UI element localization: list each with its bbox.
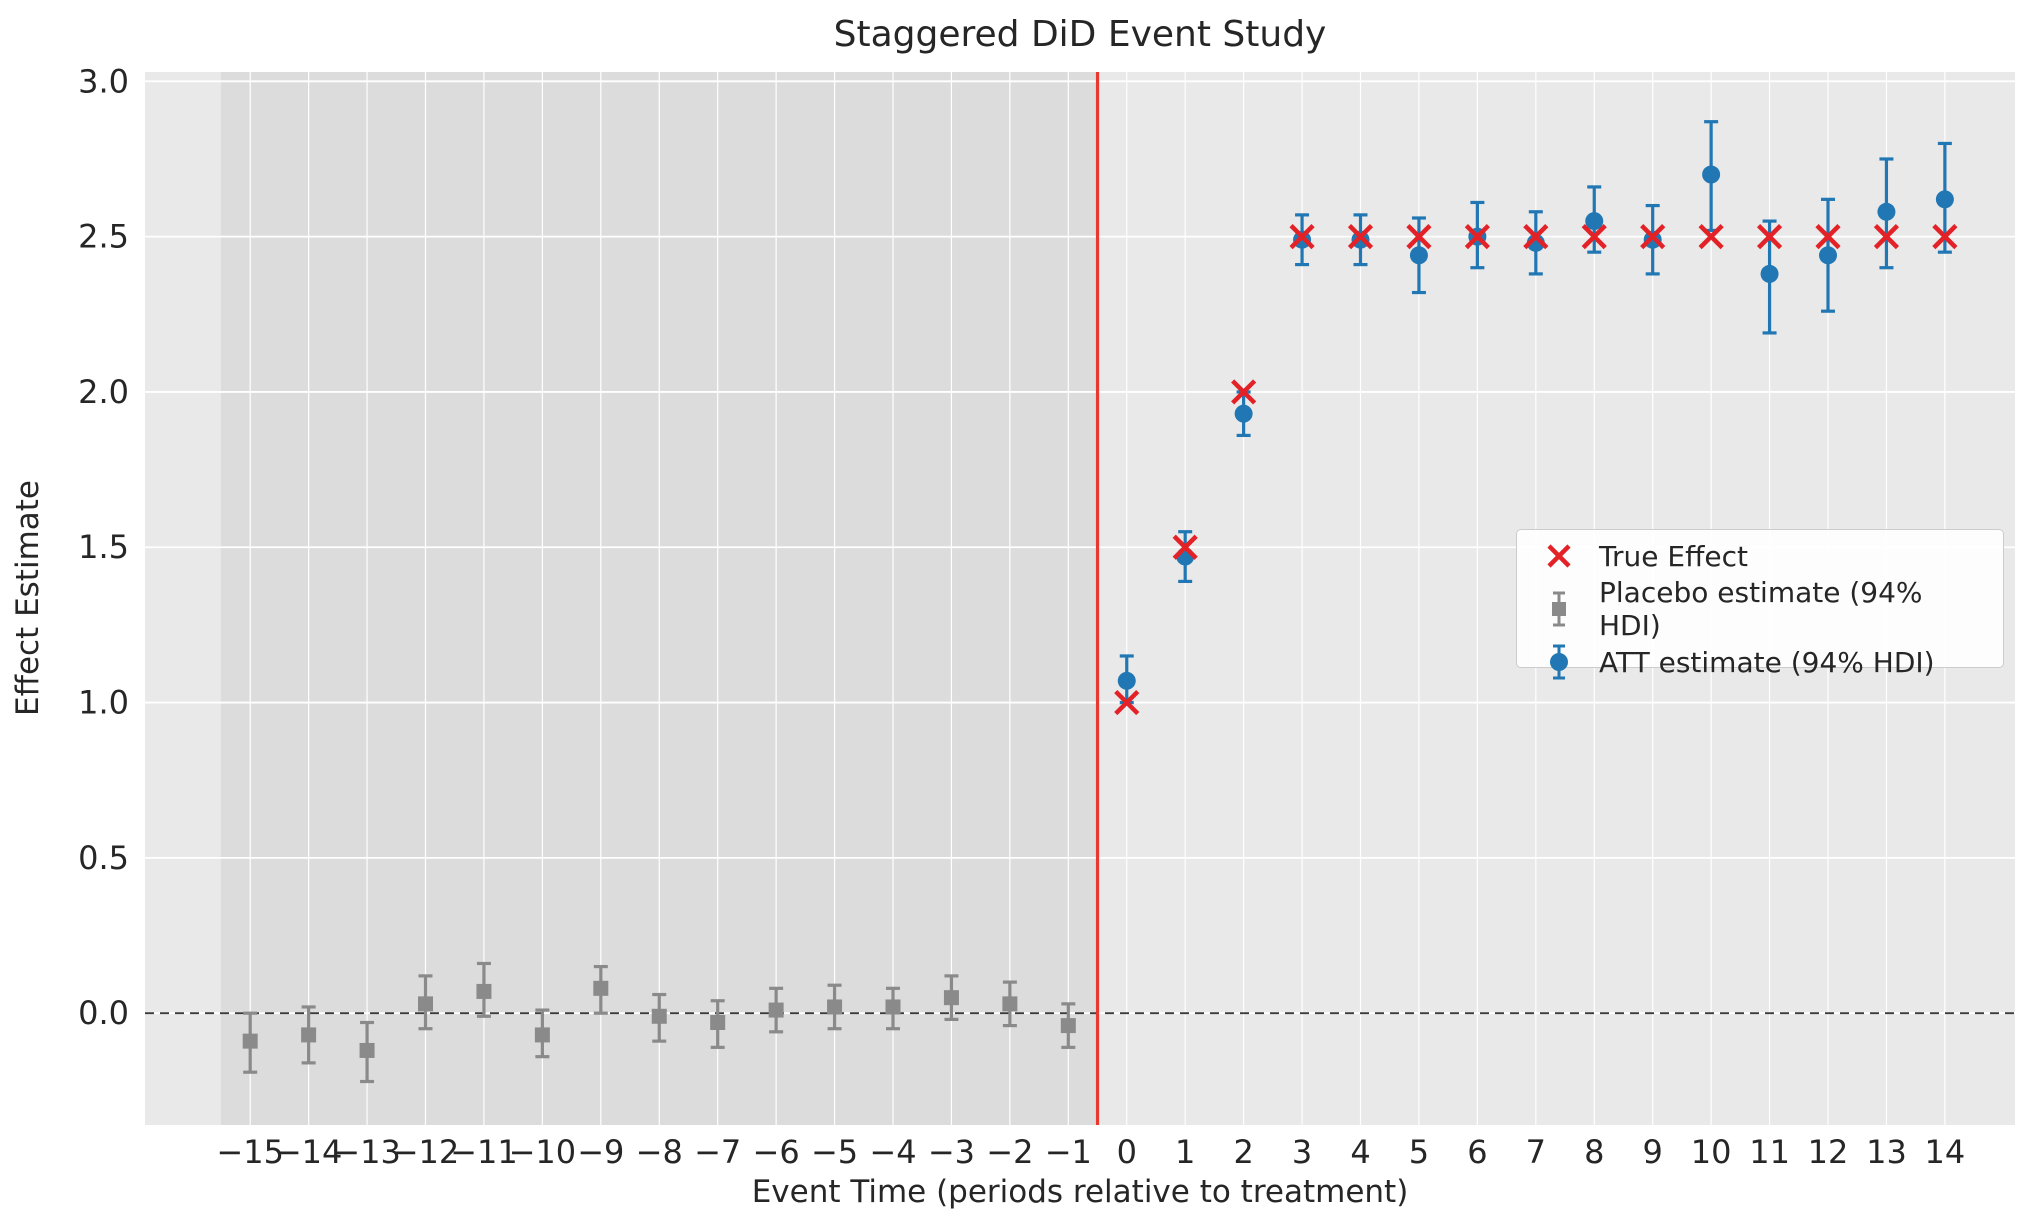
- legend-item-att: ATT estimate (94% HDI): [1527, 642, 1993, 682]
- att-series: [1117, 120, 1954, 705]
- legend-label-att: ATT estimate (94% HDI): [1599, 645, 1935, 679]
- svg-text:6: 6: [1467, 1133, 1487, 1171]
- svg-text:−12: −12: [392, 1133, 460, 1171]
- svg-text:−5: −5: [811, 1133, 858, 1171]
- svg-text:−15: −15: [216, 1133, 284, 1171]
- svg-text:13: 13: [1866, 1133, 1907, 1171]
- svg-text:−6: −6: [753, 1133, 800, 1171]
- legend-item-placebo: Placebo estimate (94% HDI): [1527, 576, 1993, 642]
- svg-text:3.0: 3.0: [78, 62, 129, 100]
- y-axis-label: Effect Estimate: [10, 480, 46, 716]
- x-tick-labels: −15−14−13−12−11−10 −9 −8 −7 −6 −5 −4 −3 −2 −1 0 1 2 3…: [216, 1133, 1965, 1171]
- svg-text:−13: −13: [333, 1133, 401, 1171]
- svg-text:2: 2: [1233, 1133, 1253, 1171]
- true-effect-x-icon: [1547, 544, 1571, 568]
- placebo-errorbar-icon: [1552, 591, 1566, 627]
- svg-text:12: 12: [1808, 1133, 1849, 1171]
- svg-text:0.0: 0.0: [78, 994, 129, 1032]
- svg-text:2.0: 2.0: [78, 373, 129, 411]
- svg-text:14: 14: [1925, 1133, 1966, 1171]
- svg-text:−14: −14: [275, 1133, 343, 1171]
- svg-text:−4: −4: [869, 1133, 916, 1171]
- x-axis-label: Event Time (periods relative to treatmen…: [751, 1174, 1409, 1210]
- svg-text:−7: −7: [694, 1133, 741, 1171]
- svg-text:11: 11: [1749, 1133, 1790, 1171]
- true-effect-series: [1114, 224, 1958, 716]
- svg-text:0: 0: [1117, 1133, 1137, 1171]
- svg-text:1: 1: [1175, 1133, 1195, 1171]
- gridlines: [145, 72, 2015, 1125]
- svg-text:−1: −1: [1045, 1133, 1092, 1171]
- svg-text:9: 9: [1643, 1133, 1663, 1171]
- svg-text:−11: −11: [450, 1133, 518, 1171]
- svg-text:3: 3: [1292, 1133, 1312, 1171]
- att-errorbar-icon: [1550, 644, 1568, 680]
- svg-text:−8: −8: [636, 1133, 683, 1171]
- svg-text:−3: −3: [928, 1133, 975, 1171]
- legend: True Effect Placebo estimate (94% HDI) A…: [1516, 529, 2004, 680]
- legend-item-true-effect: True Effect: [1527, 536, 1993, 576]
- svg-text:0.5: 0.5: [78, 839, 129, 877]
- y-tick-labels: 0.0 0.5 1.0 1.5 2.0 2.5 3.0: [78, 62, 129, 1032]
- svg-text:1.0: 1.0: [78, 684, 129, 722]
- svg-text:8: 8: [1584, 1133, 1604, 1171]
- svg-text:7: 7: [1526, 1133, 1546, 1171]
- svg-text:10: 10: [1691, 1133, 1732, 1171]
- svg-text:2.5: 2.5: [78, 218, 129, 256]
- svg-text:4: 4: [1350, 1133, 1370, 1171]
- legend-label-true-effect: True Effect: [1599, 539, 1748, 573]
- svg-text:−2: −2: [986, 1133, 1033, 1171]
- chart-title: Staggered DiD Event Study: [833, 14, 1327, 55]
- legend-label-placebo: Placebo estimate (94% HDI): [1599, 576, 1923, 642]
- svg-text:−9: −9: [577, 1133, 624, 1171]
- placebo-series: [242, 961, 1076, 1084]
- svg-text:1.5: 1.5: [78, 528, 129, 566]
- svg-text:−10: −10: [509, 1133, 577, 1171]
- svg-text:5: 5: [1409, 1133, 1429, 1171]
